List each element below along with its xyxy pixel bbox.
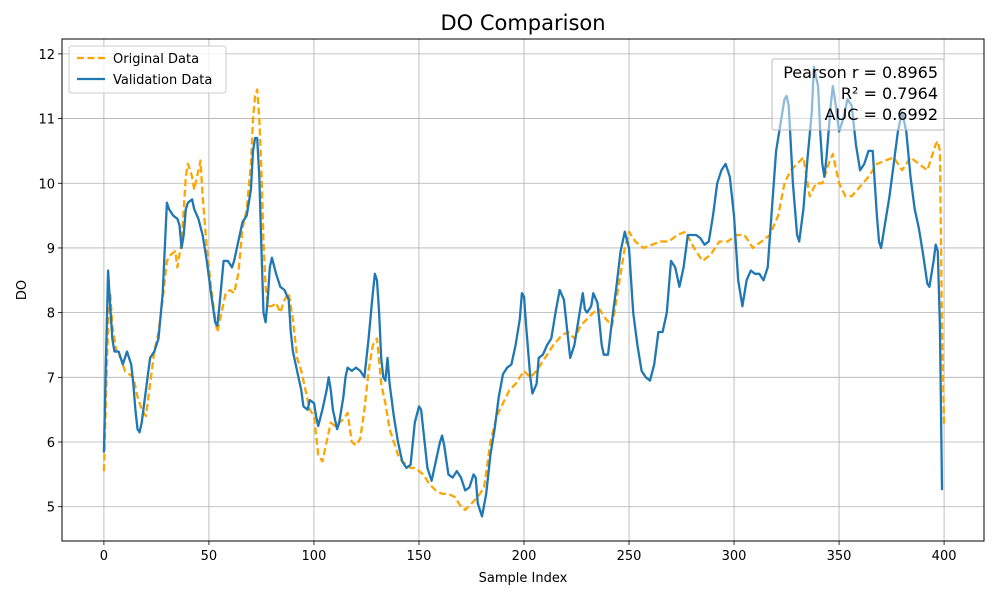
axis-ticks: 0 50 100 150 200 250 300 350 400 5 6 7 8 9 10 11 12	[38, 48, 956, 564]
y-tick-label: 10	[38, 177, 55, 192]
x-tick-label: 100	[302, 549, 327, 564]
stat-r2: R² = 0.7964	[841, 84, 938, 103]
y-tick-label: 12	[38, 48, 55, 63]
y-tick-label: 11	[38, 113, 55, 128]
plot-frame	[61, 38, 985, 542]
x-tick-label: 350	[827, 549, 852, 564]
legend-label-validation: Validation Data	[113, 73, 212, 88]
y-tick-label: 6	[47, 436, 55, 451]
y-tick-label: 7	[47, 371, 55, 386]
x-tick-label: 250	[617, 549, 642, 564]
stat-pearson: Pearson r = 0.8965	[783, 63, 938, 82]
legend-label-original: Original Data	[113, 52, 199, 67]
stats-box: Pearson r = 0.8965 R² = 0.7964 AUC = 0.6…	[771, 58, 945, 131]
y-tick-label: 9	[47, 242, 55, 257]
legend: Original Data Validation Data	[68, 45, 227, 94]
y-tick-label: 8	[47, 307, 55, 322]
series-line-original-data	[102, 88, 946, 512]
stat-auc: AUC = 0.6992	[825, 105, 938, 124]
x-tick-label: 0	[100, 549, 108, 564]
x-tick-label: 400	[932, 549, 957, 564]
legend-box	[68, 45, 227, 94]
series-lines	[102, 65, 946, 518]
y-axis-title: DO	[15, 280, 30, 300]
series-line-validation-data	[102, 65, 944, 518]
x-tick-label: 150	[407, 549, 432, 564]
x-tick-label: 200	[512, 549, 537, 564]
x-tick-label: 300	[722, 549, 747, 564]
chart-title: DO Comparison	[440, 11, 605, 35]
y-tick-label: 5	[47, 501, 55, 516]
stats-box-background	[771, 58, 945, 131]
x-axis-title: Sample Index	[479, 571, 568, 586]
x-tick-label: 50	[201, 549, 218, 564]
